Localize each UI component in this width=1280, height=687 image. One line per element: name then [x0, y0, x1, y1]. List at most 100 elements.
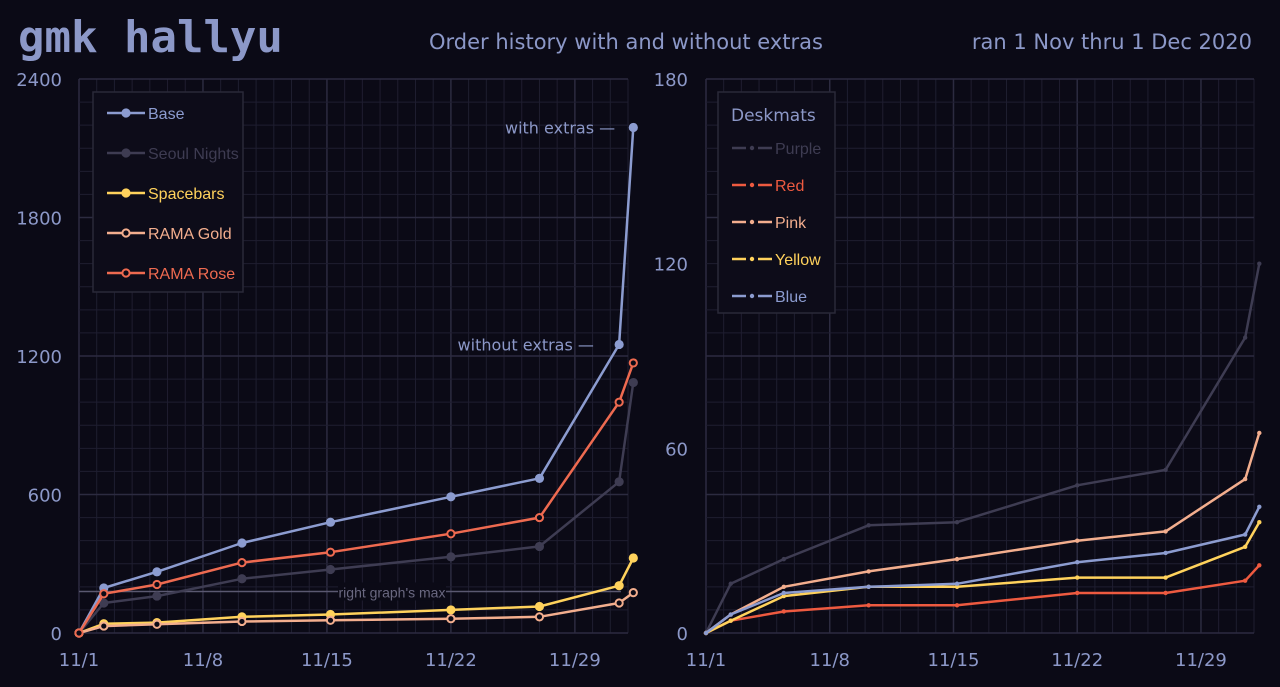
data-point	[1257, 520, 1262, 525]
data-point	[781, 609, 786, 614]
series-red	[703, 563, 1262, 636]
data-point	[446, 614, 456, 624]
data-point	[446, 529, 456, 539]
legend-swatch-marker	[121, 148, 131, 158]
chart-panel-right: 0 60 120 180 11/1 11/8 11/15 11/22 11/29 Deskmats…	[654, 70, 1262, 671]
legend-title: Deskmats	[731, 106, 816, 126]
legend-label: RAMA Gold	[148, 226, 232, 243]
data-point	[237, 538, 247, 548]
legend: Deskmats Purple Red Pink Yellow Blue	[717, 91, 836, 314]
data-point	[534, 612, 545, 622]
data-point	[866, 523, 871, 528]
legend-label: Seoul Nights	[148, 146, 239, 163]
data-point	[325, 517, 336, 527]
y-tick-label: 60	[665, 439, 688, 460]
data-point	[728, 618, 733, 623]
data-point	[954, 556, 960, 562]
legend-item-purple: Purple	[732, 141, 821, 158]
data-point	[1163, 529, 1168, 534]
series-pink	[703, 430, 1262, 636]
data-point	[446, 552, 456, 562]
series-base	[74, 122, 638, 638]
data-point	[781, 590, 786, 596]
right-graph-max-label-bg	[338, 582, 446, 601]
legend-swatch-dot	[749, 219, 755, 225]
data-point	[237, 557, 247, 568]
legend-label: Base	[148, 106, 185, 123]
data-point	[866, 569, 871, 574]
data-point	[152, 579, 162, 590]
data-point	[325, 547, 336, 557]
data-point	[74, 628, 84, 638]
legend-label: Pink	[775, 215, 807, 232]
data-point	[614, 477, 624, 487]
data-point	[628, 358, 638, 368]
data-point	[152, 591, 162, 601]
legend-label: Yellow	[775, 252, 821, 269]
data-point	[1075, 575, 1080, 580]
date-range: ran 1 Nov thru 1 Dec 2020	[972, 30, 1252, 54]
data-point	[866, 584, 871, 590]
legend-swatch-dot	[749, 182, 755, 188]
data-point	[628, 122, 638, 133]
data-point	[728, 612, 733, 617]
data-point	[1075, 590, 1080, 596]
data-point	[1075, 560, 1080, 565]
data-point	[152, 567, 162, 577]
with-extras-annotation: with extras —	[505, 118, 615, 137]
data-point	[954, 603, 960, 608]
data-point	[1163, 590, 1168, 596]
legend-swatch-marker	[121, 268, 131, 278]
data-point	[99, 598, 109, 608]
legend-item-base: Base	[107, 106, 185, 123]
series-yellow	[703, 520, 1262, 636]
data-point	[446, 492, 456, 502]
data-point	[99, 621, 109, 631]
data-point	[628, 553, 638, 563]
data-point	[1242, 476, 1248, 482]
x-tick-label: 11/1	[686, 650, 726, 671]
x-tick-label: 11/8	[183, 650, 223, 671]
x-tick-label: 11/15	[928, 650, 980, 671]
data-point	[1163, 467, 1168, 473]
legend-item-red: Red	[732, 178, 804, 195]
legend-swatch-dot	[749, 145, 755, 151]
legend-swatch-marker	[121, 108, 131, 118]
x-tick-label: 11/15	[301, 650, 353, 671]
legend: Base Seoul Nights Spacebars RAMA Gold RAMA R…	[92, 91, 244, 293]
data-point	[1257, 563, 1262, 568]
x-tick-label: 11/29	[549, 650, 601, 671]
x-tick-label: 11/1	[59, 650, 99, 671]
data-point	[628, 588, 638, 598]
data-point	[1257, 261, 1262, 266]
data-point	[237, 616, 247, 627]
y-tick-label: 600	[28, 486, 62, 507]
data-point	[954, 520, 960, 525]
data-point	[781, 584, 786, 590]
data-point	[628, 377, 638, 388]
series-rama-rose	[74, 358, 638, 638]
series-seoul-nights	[74, 377, 638, 638]
legend-swatch-marker	[121, 228, 131, 238]
y-tick-label: 180	[654, 70, 688, 91]
legend-item-blue: Blue	[732, 289, 807, 306]
data-point	[446, 605, 456, 615]
legend-swatch-dot	[749, 293, 755, 299]
data-point	[1163, 575, 1168, 580]
data-point	[781, 593, 786, 599]
data-point	[534, 512, 545, 523]
data-point	[728, 581, 733, 586]
data-point	[99, 589, 109, 599]
data-point	[1257, 430, 1262, 436]
x-tick-label: 11/8	[810, 650, 850, 671]
chart-subtitle: Order history with and without extras	[429, 30, 823, 54]
data-point	[1075, 538, 1080, 543]
chart-panel-left: 0 600 1200 1800 2400 11/1 11/8 11/15 11/22 11/29 w…	[16, 70, 638, 671]
data-point	[152, 619, 162, 629]
legend-label: Spacebars	[148, 186, 225, 203]
data-point	[614, 581, 624, 591]
data-point	[1075, 483, 1080, 488]
right-graph-max-label: right graph's max	[339, 584, 446, 600]
data-point	[954, 581, 960, 586]
